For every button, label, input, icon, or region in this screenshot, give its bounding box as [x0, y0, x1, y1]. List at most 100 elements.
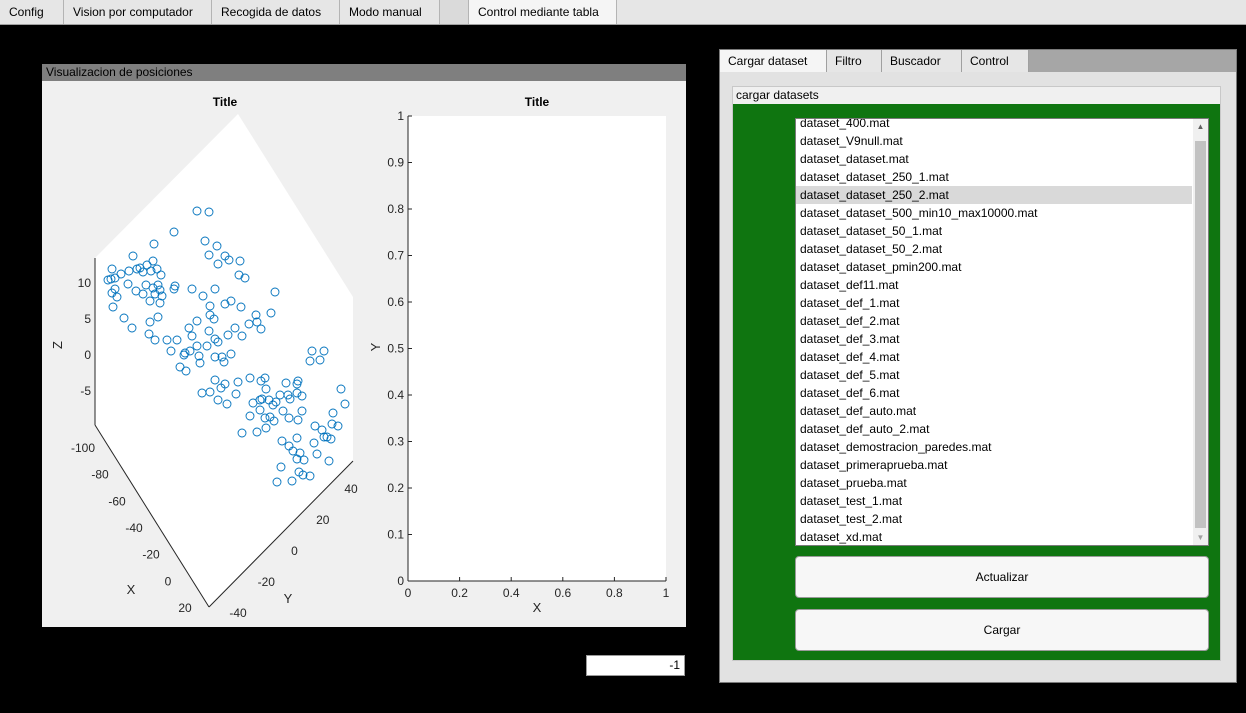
plot-2d-y-tick-label: 0.3	[387, 435, 404, 449]
plot-3d-marker	[153, 280, 163, 290]
dataset-list-item[interactable]: dataset_test_1.mat	[800, 494, 903, 508]
plot-3d-marker	[252, 427, 262, 437]
scroll-down-arrow-icon[interactable]: ▼	[1196, 533, 1205, 542]
right-tab-bar: Cargar dataset Filtro Buscador Control	[720, 50, 1236, 72]
dataset-list-item[interactable]: dataset_def_5.mat	[800, 368, 900, 382]
dataset-list-item[interactable]: dataset_def_6.mat	[800, 386, 900, 400]
plot-3d-marker	[285, 394, 295, 404]
plot-3d[interactable]: Title Z X Y 10 5 0 -5 -100 -80 -60 -40 -20 0 20 -40…	[50, 95, 358, 620]
dataset-list-item[interactable]: dataset_def_auto.mat	[800, 404, 917, 418]
plot-3d-y-axis-line	[208, 460, 354, 608]
dataset-list-item[interactable]: dataset_def_1.mat	[800, 296, 900, 310]
dataset-list-item[interactable]: dataset_def_4.mat	[800, 350, 900, 364]
plot-3d-marker	[270, 287, 280, 297]
plot-3d-marker	[293, 376, 303, 386]
plot-3d-marker	[162, 335, 172, 345]
plot-2d[interactable]: 0 0.2 0.4 0.6 0.8 1 0 0.1 0.2 0.3 0.4 0.5 0.6 0.7 0.8 0…	[368, 95, 670, 615]
tab-buscador[interactable]: Buscador	[882, 50, 962, 72]
plot-3d-marker	[217, 352, 227, 362]
plot-3d-marker	[187, 284, 197, 294]
plot-3d-marker	[336, 384, 346, 394]
plot-2d-y-tick-label: 0.8	[387, 202, 404, 216]
dataset-list-item[interactable]: dataset_dataset_500_min10_max10000.mat	[800, 206, 1038, 220]
plot-3d-marker	[181, 366, 191, 376]
dataset-list-item[interactable]: dataset_def_auto_2.mat	[800, 422, 930, 436]
plot-3d-marker	[315, 355, 325, 365]
dataset-list-item[interactable]: dataset_dataset_pmin200.mat	[800, 260, 962, 274]
dataset-list-item[interactable]: dataset_400.mat	[800, 118, 890, 130]
plot-3d-marker	[153, 312, 163, 322]
dataset-list-item[interactable]: dataset_def_2.mat	[800, 314, 900, 328]
plot-3d-y-tick-label: 0	[291, 544, 298, 558]
plot-3d-marker	[327, 419, 337, 429]
plot-3d-marker	[116, 269, 126, 279]
plot-3d-marker	[309, 438, 319, 448]
dataset-list-item[interactable]: dataset_dataset_50_2.mat	[800, 242, 943, 256]
tab-cargar-dataset[interactable]: Cargar dataset	[720, 50, 827, 72]
plot-3d-marker	[224, 255, 234, 265]
index-value-field[interactable]: -1	[586, 655, 685, 676]
plot-3d-z-tick-label: 0	[84, 348, 91, 362]
plot-3d-marker	[312, 449, 322, 459]
listbox-scrollbar[interactable]: ▲ ▼	[1193, 119, 1208, 545]
plot-3d-marker	[223, 330, 233, 340]
tab-control[interactable]: Control	[962, 50, 1029, 72]
plot-3d-marker	[155, 285, 165, 295]
plot-3d-marker	[292, 433, 302, 443]
plot-3d-x-tick-label: 0	[165, 574, 172, 588]
dataset-list-item[interactable]: dataset_xd.mat	[800, 530, 883, 544]
datasets-panel-title: cargar datasets	[733, 87, 1220, 104]
plot-3d-marker	[333, 421, 343, 431]
cargar-button[interactable]: Cargar	[795, 609, 1209, 651]
plot-3d-marker	[293, 415, 303, 425]
plot-3d-marker	[231, 389, 241, 399]
visualization-panel-title: Visualizacion de posiciones	[42, 64, 686, 81]
scrollbar-thumb[interactable]	[1195, 141, 1206, 528]
plots-area: Title Z X Y 10 5 0 -5 -100 -80 -60 -40 -20 0 20 -40…	[42, 81, 686, 627]
dataset-list-item[interactable]: dataset_test_2.mat	[800, 512, 903, 526]
plot-3d-marker	[226, 349, 236, 359]
tab-control-tabla[interactable]: Control mediante tabla	[469, 0, 617, 24]
plot-3d-marker	[310, 421, 320, 431]
tab-config[interactable]: Config	[0, 0, 64, 24]
dataset-list-item[interactable]: dataset_dataset_250_1.mat	[800, 170, 949, 184]
plot-3d-marker	[222, 399, 232, 409]
plot-3d-marker	[108, 302, 118, 312]
plot-3d-marker	[245, 411, 255, 421]
tab-filtro[interactable]: Filtro	[827, 50, 882, 72]
plot-3d-marker	[319, 346, 329, 356]
plot-3d-marker	[268, 400, 278, 410]
plot-3d-marker	[210, 375, 220, 385]
plot-3d-y-tick-label: 40	[344, 482, 358, 496]
plot-3d-marker	[210, 352, 220, 362]
dataset-list-item[interactable]: dataset_demostracion_paredes.mat	[800, 440, 992, 454]
plot-2d-x-tick-label: 0.6	[554, 586, 571, 600]
plot-3d-y-tick-label: -20	[258, 575, 276, 589]
tab-modo-manual[interactable]: Modo manual	[340, 0, 440, 24]
dataset-list-item[interactable]: dataset_dataset_50_1.mat	[800, 224, 943, 238]
plot-3d-marker	[266, 308, 276, 318]
plot-3d-marker	[219, 357, 229, 367]
dataset-list-item[interactable]: dataset_primeraprueba.mat	[800, 458, 948, 472]
dataset-list-item[interactable]: dataset_dataset_250_2.mat	[796, 186, 1192, 204]
plot-3d-marker	[148, 283, 158, 293]
plot-2d-x-tick-label: 1	[663, 586, 670, 600]
plot-3d-marker	[307, 346, 317, 356]
plot-3d-marker	[230, 323, 240, 333]
plot-3d-marker	[142, 260, 152, 270]
scroll-up-arrow-icon[interactable]: ▲	[1196, 122, 1205, 131]
dataset-list-item[interactable]: dataset_dataset.mat	[800, 152, 909, 166]
tab-recogida[interactable]: Recogida de datos	[212, 0, 340, 24]
actualizar-button[interactable]: Actualizar	[795, 556, 1209, 598]
dataset-list-item[interactable]: dataset_prueba.mat	[800, 476, 907, 490]
plot-3d-marker	[278, 406, 288, 416]
dataset-list-item[interactable]: dataset_def11.mat	[800, 278, 899, 292]
plot-3d-marker	[169, 227, 179, 237]
tab-vision[interactable]: Vision por computador	[64, 0, 212, 24]
dataset-list-item[interactable]: dataset_V9null.mat	[800, 134, 903, 148]
plot-2d-y-tick-label: 0.1	[387, 528, 404, 542]
plot-2d-x-tick-label: 0	[405, 586, 412, 600]
dataset-list-item[interactable]: dataset_def_3.mat	[800, 332, 900, 346]
